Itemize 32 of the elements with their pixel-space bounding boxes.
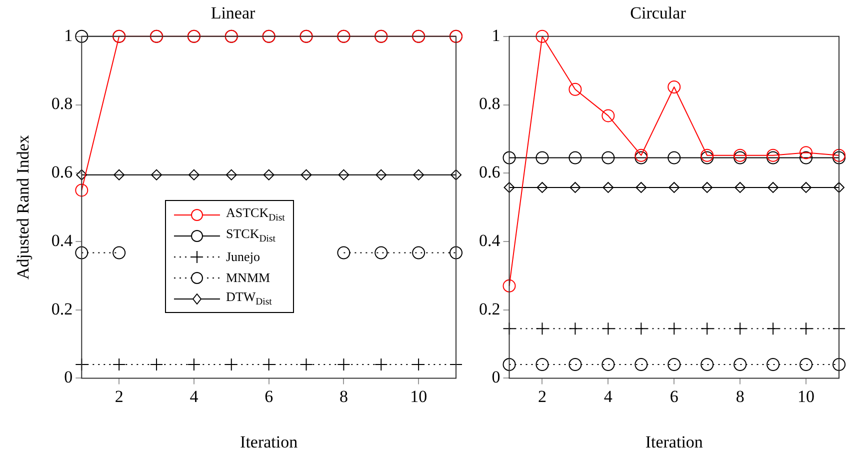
x-axis-title: Iteration [240,432,298,452]
y-tick-label: 0 [492,368,500,387]
y-axis-title: Adjusted Rand Index [14,134,33,280]
chart-title: Circular [630,4,686,23]
x-tick-label: 4 [604,386,613,406]
x-tick-label: 4 [190,386,199,406]
legend-label: DTW$_{Dist}$ [226,289,272,308]
legend-label: STCK$_{Dist}$ [226,226,276,245]
y-tick-label: 0.4 [479,230,501,250]
chart-title: Linear [210,4,256,23]
y-tick-label: 0 [64,368,73,387]
y-tick-label: 0.6 [479,162,500,182]
y-tick-label: 0.2 [479,299,500,318]
x-tick-label: 10 [798,386,815,406]
x-tick-label: 6 [264,386,274,406]
x-tick-label: 6 [670,386,678,406]
y-tick-label: 0.4 [51,230,74,250]
x-tick-label: 8 [339,386,348,406]
y-tick-label: 0.8 [479,94,500,114]
x-axis-title: Iteration [645,432,704,452]
x-tick-label: 2 [114,386,124,406]
y-tick-label: 0.6 [51,162,73,182]
x-tick-label: 10 [410,386,428,406]
legend-label: ASTCK$_{Dist}$ [226,205,285,224]
y-tick-label: 1 [64,26,73,45]
y-tick-label: 0.8 [51,94,73,114]
x-tick-label: 8 [736,386,744,406]
x-tick-label: 2 [538,386,546,406]
legend-label: MNMM [226,270,270,286]
y-tick-label: 1 [492,26,500,45]
y-tick-label: 0.2 [51,299,73,318]
legend-label: Junejo [226,248,260,264]
